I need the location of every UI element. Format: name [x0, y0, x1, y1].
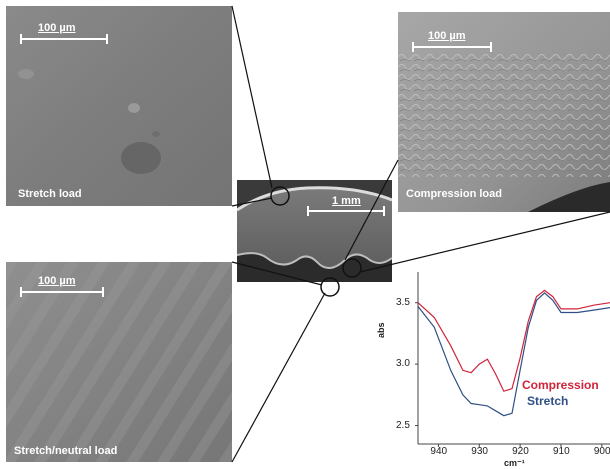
scale-bar	[412, 42, 492, 52]
y-axis-label: abs	[376, 322, 386, 338]
sem-panel-stretch: 100 µm Stretch load	[6, 6, 232, 206]
x-tick-label: 940	[430, 446, 448, 457]
sem-image-neutral	[6, 262, 232, 462]
x-tick-label: 910	[552, 446, 570, 457]
panel-caption: Stretch/neutral load	[14, 445, 118, 457]
x-tick-label: 920	[512, 446, 529, 457]
x-tick-label: 930	[471, 446, 488, 457]
y-tick-label: 2.5	[396, 419, 410, 431]
scale-label: 100 µm	[38, 22, 76, 34]
scale-label: 100 µm	[428, 30, 466, 42]
panel-caption: Stretch load	[18, 188, 82, 200]
sem-panel-compression: 100 µm Compression load	[398, 12, 610, 212]
chart-background	[418, 270, 610, 466]
y-tick-label: 3.5	[396, 296, 410, 308]
panel-caption: Compression load	[406, 188, 502, 200]
x-axis-label: cm⁻¹	[504, 458, 525, 468]
legend-stretch: Stretch	[527, 394, 569, 408]
legend-compression: Compression	[522, 378, 599, 392]
y-tick-label: 3.0	[396, 358, 410, 370]
x-tick-label: 900	[593, 446, 610, 457]
sem-panel-neutral: 100 µm Stretch/neutral load	[6, 262, 232, 462]
scale-bar	[20, 287, 104, 297]
sem-image-compression	[398, 12, 610, 212]
series-line-compression	[417, 289, 610, 392]
scale-bar	[20, 34, 108, 44]
series-line-stretch	[417, 292, 610, 417]
scale-label: 100 µm	[38, 275, 76, 287]
